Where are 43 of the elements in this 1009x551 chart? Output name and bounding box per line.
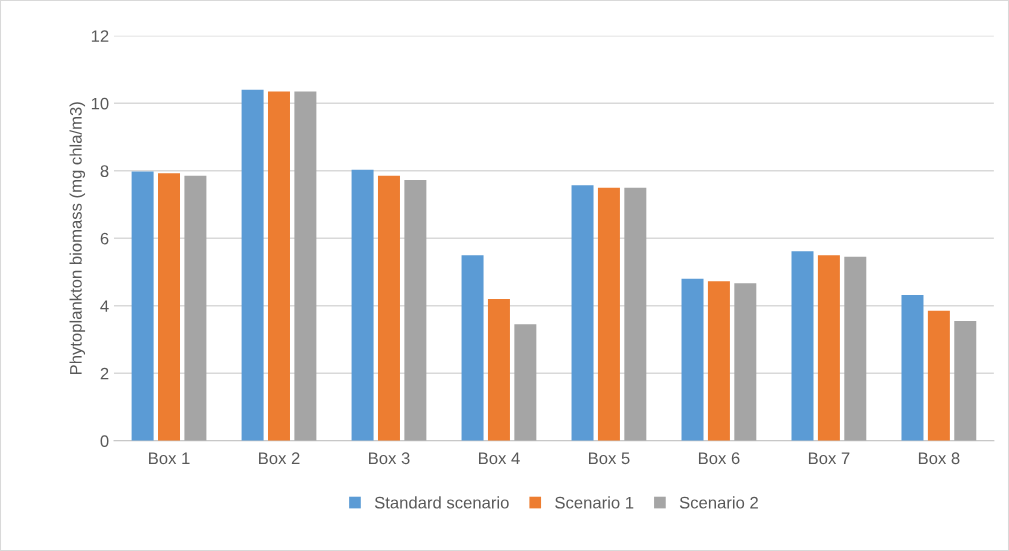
legend-label: Scenario 1 [555,496,634,509]
x-tick-label: Box 6 [698,452,740,465]
bar [294,91,317,441]
y-tick-label: 4 [100,300,109,312]
x-tick-label: Box 4 [479,452,520,465]
bar [377,175,400,441]
bar [707,281,730,441]
x-tick-label: Box 2 [259,452,300,465]
bar [901,295,924,441]
x-tick-label: Box 8 [918,452,960,465]
bar [844,256,867,441]
bar [131,171,154,441]
bar [241,89,264,441]
bar [267,91,290,441]
bar [184,175,207,441]
y-tick-label: 2 [100,367,109,380]
bar [571,185,594,441]
y-tick-label: 0 [100,435,109,447]
bar [514,324,537,441]
y-tick-label: 8 [100,165,109,178]
legend-label: Standard scenario [374,496,509,509]
bar [817,255,840,441]
bar [734,283,757,441]
bar [461,255,484,441]
bar [597,187,620,441]
x-tick-label: Box 7 [808,452,850,465]
bar [954,320,977,441]
bar [351,169,374,441]
y-tick-label: 10 [91,97,109,110]
y-tick-label: 6 [100,232,109,245]
bar [404,179,427,441]
y-tick-label: 12 [91,30,109,42]
bar [791,251,814,441]
y-axis-title: Phytoplankton biomass (mg chla/m3) [69,102,86,375]
bar [927,310,950,441]
x-tick-label: Box 1 [149,452,190,465]
bar [624,187,647,441]
bar [487,299,510,441]
x-tick-label: Box 3 [369,452,410,465]
bar [158,173,181,441]
bar [681,278,704,441]
x-tick-label: Box 5 [588,452,630,465]
legend-label: Scenario 2 [679,496,758,509]
